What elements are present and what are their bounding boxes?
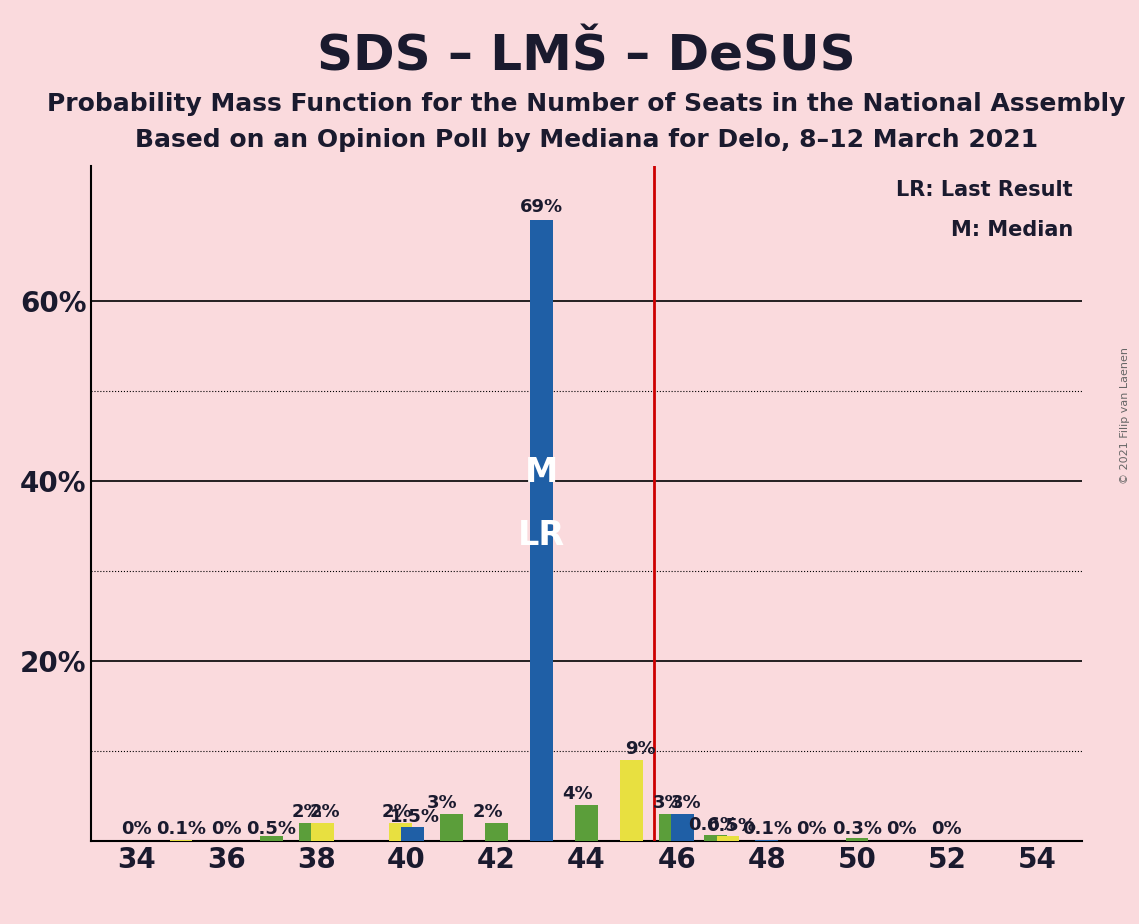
- Bar: [531, 220, 552, 841]
- Text: 0.1%: 0.1%: [156, 821, 206, 838]
- Bar: [401, 827, 424, 841]
- Text: Based on an Opinion Poll by Mediana for Delo, 8–12 March 2021: Based on an Opinion Poll by Mediana for …: [136, 128, 1038, 152]
- Text: 0.5%: 0.5%: [706, 817, 755, 834]
- Text: M: M: [525, 456, 558, 489]
- Text: 2%: 2%: [382, 803, 412, 821]
- Text: 0.5%: 0.5%: [246, 821, 296, 838]
- Text: 69%: 69%: [521, 198, 563, 216]
- Text: SDS – LMŠ – DeSUS: SDS – LMŠ – DeSUS: [318, 32, 855, 80]
- Bar: [704, 835, 727, 841]
- Text: M: Median: M: Median: [951, 220, 1073, 240]
- Bar: [621, 760, 642, 841]
- Bar: [311, 823, 334, 841]
- Text: 0%: 0%: [211, 821, 241, 838]
- Text: 0.3%: 0.3%: [831, 821, 882, 838]
- Bar: [672, 814, 694, 841]
- Text: 3%: 3%: [671, 794, 700, 812]
- Text: 0.6%: 0.6%: [688, 816, 738, 833]
- Text: 0%: 0%: [932, 821, 962, 838]
- Text: Probability Mass Function for the Number of Seats in the National Assembly: Probability Mass Function for the Number…: [48, 92, 1125, 116]
- Text: 2%: 2%: [310, 803, 341, 821]
- Bar: [575, 805, 598, 841]
- Bar: [440, 814, 462, 841]
- Text: LR: Last Result: LR: Last Result: [896, 180, 1073, 200]
- Bar: [659, 814, 682, 841]
- Bar: [845, 838, 868, 841]
- Bar: [716, 836, 739, 841]
- Text: © 2021 Filip van Laenen: © 2021 Filip van Laenen: [1121, 347, 1130, 484]
- Bar: [300, 823, 321, 841]
- Text: 2%: 2%: [292, 803, 322, 821]
- Text: 0%: 0%: [886, 821, 917, 838]
- Text: 0.1%: 0.1%: [741, 821, 792, 838]
- Text: 2%: 2%: [473, 803, 502, 821]
- Text: 4%: 4%: [563, 785, 593, 803]
- Text: 0%: 0%: [121, 821, 151, 838]
- Text: 0%: 0%: [796, 821, 827, 838]
- Text: 3%: 3%: [653, 794, 683, 812]
- Bar: [260, 836, 282, 841]
- Text: 1.5%: 1.5%: [391, 808, 441, 825]
- Bar: [485, 823, 508, 841]
- Bar: [390, 823, 411, 841]
- Text: 3%: 3%: [427, 794, 458, 812]
- Text: LR: LR: [518, 518, 565, 552]
- Text: 9%: 9%: [625, 740, 656, 758]
